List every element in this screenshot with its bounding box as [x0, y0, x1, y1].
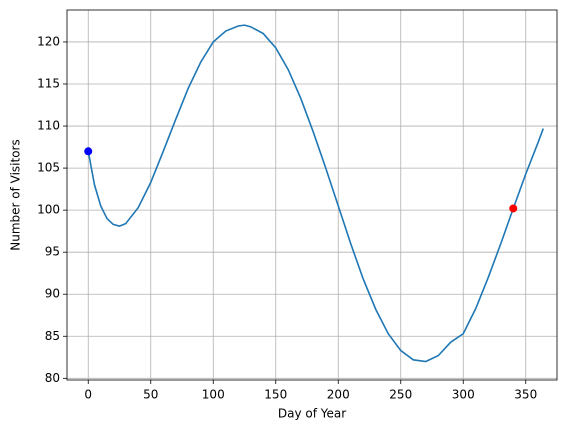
- y-tick-label: 120: [37, 34, 60, 48]
- plot-frame: [66, 9, 558, 381]
- x-tick-label: 0: [84, 388, 92, 402]
- x-tick-label: 300: [452, 388, 475, 402]
- x-tick-label: 350: [514, 388, 537, 402]
- x-tick-label: 50: [143, 388, 158, 402]
- y-tick-label: 100: [37, 203, 60, 217]
- x-tick-label: 100: [202, 388, 225, 402]
- y-tick-label: 90: [45, 287, 60, 301]
- marker: [509, 204, 518, 213]
- x-tick-label: 150: [264, 388, 287, 402]
- y-tick-label: 110: [37, 119, 60, 133]
- x-tick-label: 200: [327, 388, 350, 402]
- line: [87, 24, 544, 363]
- y-tick-label: 95: [45, 245, 60, 259]
- y-tick-label: 80: [45, 371, 60, 385]
- x-tick-label: 250: [389, 388, 412, 402]
- y-tick-label: 115: [37, 77, 60, 91]
- y-axis-label: Number of Visitors: [9, 139, 23, 251]
- y-tick-label: 85: [45, 329, 60, 343]
- y-tick-label: 105: [37, 161, 60, 175]
- marker: [84, 147, 93, 156]
- x-axis-label: Day of Year: [278, 407, 346, 421]
